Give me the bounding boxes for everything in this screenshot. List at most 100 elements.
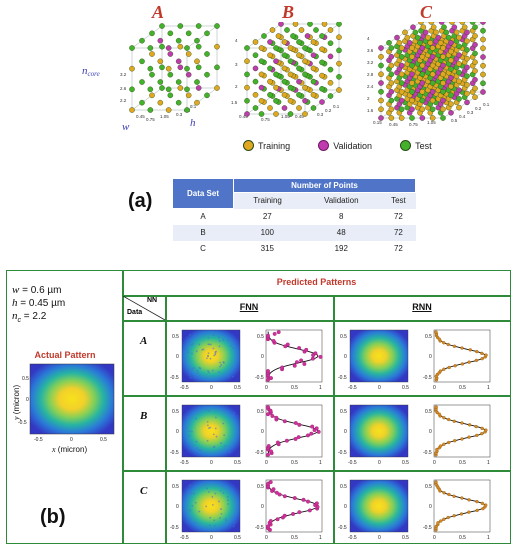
- noise-speckle: [222, 485, 225, 487]
- noise-speckle: [193, 376, 196, 379]
- data-point: [204, 51, 210, 57]
- noise-speckle: [205, 408, 208, 411]
- y-tick: 0.4: [459, 114, 466, 119]
- cube-b: 4 3 2 1.5 0.45 0.75 1.05 0.45 0.3 0.2 0.…: [225, 22, 355, 134]
- data-point: [129, 107, 135, 113]
- noise-speckle: [198, 449, 201, 451]
- noise-speckle: [211, 369, 214, 372]
- profile-predicted-point: [313, 351, 318, 356]
- profile-predicted-point: [460, 437, 464, 441]
- profile-x-tick: 0: [433, 535, 436, 541]
- data-point: [472, 24, 478, 30]
- map-y-tick: 0: [176, 429, 179, 435]
- noise-speckle: [220, 442, 222, 444]
- data-point: [204, 30, 210, 37]
- noise-speckle: [206, 357, 208, 360]
- param-w: w = 0.6 µm: [12, 284, 62, 296]
- profile-predicted-point: [442, 517, 446, 521]
- noise-speckle: [222, 422, 225, 425]
- data-point: [307, 22, 313, 27]
- data-point: [129, 86, 135, 93]
- data-point: [281, 52, 288, 59]
- y-tick: 0.3: [317, 112, 324, 117]
- z-tick: 3: [235, 62, 238, 67]
- map-y-tick: 0.5: [172, 409, 179, 415]
- map-y-tick: 0: [344, 354, 347, 360]
- profile-predicted-point: [292, 363, 297, 368]
- data-point: [194, 37, 200, 44]
- noise-speckle: [226, 410, 229, 412]
- legend-training: Training: [243, 140, 290, 151]
- profile-predicted-point: [480, 351, 484, 355]
- map-x-tick: 0: [210, 460, 213, 466]
- data-point: [464, 38, 470, 44]
- noise-speckle: [220, 508, 222, 511]
- x-tick: 0: [70, 437, 73, 443]
- data-point: [258, 111, 265, 117]
- noise-speckle: [232, 341, 235, 344]
- profile-y-tick: -0.5: [423, 450, 432, 456]
- data-point: [194, 79, 200, 85]
- data-point: [298, 27, 305, 33]
- profile-predicted-point: [306, 499, 310, 504]
- map-x-tick: -0.5: [180, 460, 189, 466]
- y-tick: 0.1: [333, 104, 340, 109]
- data-point: [398, 53, 405, 60]
- data-point: [304, 33, 311, 39]
- profile-x-tick: 0: [265, 460, 268, 466]
- profile-predicted-point: [314, 501, 319, 506]
- data-point: [149, 92, 155, 99]
- table-cell: 72: [393, 212, 403, 221]
- profile-predicted-point: [442, 442, 446, 446]
- param-h: h = 0.45 µm: [12, 297, 66, 309]
- y-tick: 0: [26, 397, 29, 403]
- profile-predicted-point: [437, 412, 441, 416]
- waveguide-params: w = 0.6 µm h = 0.45 µm nc = 2.2: [12, 284, 65, 327]
- cube-b-plot: 4 3 2 1.5 0.45 0.75 1.05 0.45 0.3 0.2 0.…: [231, 22, 342, 122]
- y-tick: 0.1: [483, 102, 490, 107]
- data-point: [310, 105, 317, 111]
- data-point: [453, 29, 460, 36]
- profile-y-tick: 0: [261, 429, 264, 435]
- noise-speckle: [222, 492, 225, 494]
- data-point: [287, 71, 294, 78]
- profile-y-tick: -0.5: [423, 525, 432, 531]
- data-point: [195, 85, 202, 91]
- profile-predicted-point: [452, 344, 457, 348]
- data-point: [464, 47, 470, 53]
- part-b-frame: [6, 270, 511, 544]
- profile-x-tick: 0.5: [291, 460, 298, 466]
- data-point: [425, 34, 431, 41]
- data-point: [258, 98, 265, 104]
- noise-speckle: [224, 518, 227, 521]
- x-tick: 0.45: [295, 114, 304, 119]
- profile-predicted-point: [460, 362, 465, 366]
- noise-speckle: [227, 339, 230, 342]
- map-y-tick: -0.5: [338, 525, 347, 531]
- noise-speckle: [223, 434, 226, 437]
- data-point: [159, 64, 165, 71]
- data-point: [185, 51, 192, 57]
- data-point: [302, 45, 308, 51]
- data-point: [139, 37, 145, 44]
- noise-speckle: [194, 417, 197, 420]
- data-point: [429, 53, 436, 60]
- profile-predicted-point: [266, 405, 270, 410]
- data-point: [409, 71, 415, 78]
- data-point: [273, 98, 279, 104]
- map-x-tick: 0.5: [402, 385, 409, 391]
- data-point: [244, 58, 250, 65]
- x-tick: 1.05: [427, 120, 436, 125]
- data-point: [410, 24, 416, 30]
- data-point: [378, 115, 384, 121]
- data-point: [296, 39, 302, 45]
- data-point: [429, 62, 436, 69]
- map-x-tick: 0.5: [234, 385, 241, 391]
- data-point: [456, 69, 462, 76]
- data-point: [429, 88, 436, 95]
- data-point: [336, 47, 342, 54]
- profile-predicted-point: [453, 364, 457, 368]
- data-point: [378, 80, 384, 86]
- profile-x-tick: 1: [319, 385, 322, 391]
- profile-predicted-point: [467, 360, 471, 364]
